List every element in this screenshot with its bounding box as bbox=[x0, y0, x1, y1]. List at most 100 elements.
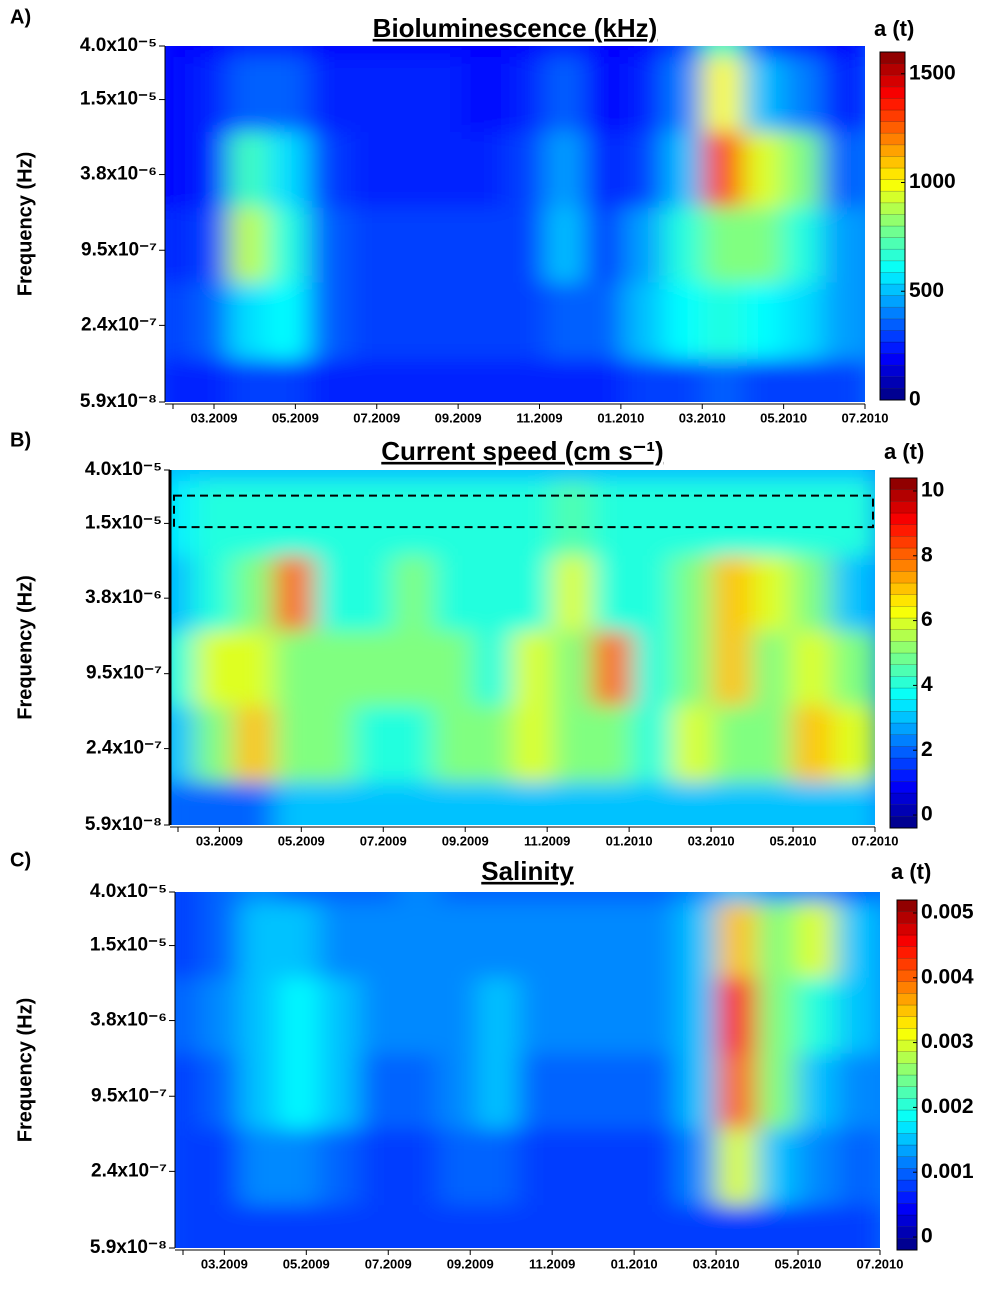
heatmap bbox=[165, 46, 865, 402]
colorbar-tick-label: 0 bbox=[909, 388, 921, 411]
heatmap-cell bbox=[821, 131, 865, 218]
heatmap-cell bbox=[831, 705, 875, 792]
colorbar-step bbox=[896, 1203, 918, 1216]
colorbar-step bbox=[889, 559, 918, 572]
x-tick-label: 07.2009 bbox=[353, 410, 400, 425]
y-tick-label: 2.4x10⁻⁷ bbox=[81, 314, 157, 335]
x-tick-label: 09.2009 bbox=[435, 410, 482, 425]
x-tick-label: 07.2009 bbox=[365, 1256, 412, 1271]
colorbar-step bbox=[879, 109, 906, 122]
panel: 4.0x10⁻⁵ 1.5x10⁻⁵ 3.8x10⁻⁶ 9.5x10⁻⁷ 2.4x10⁻⁷… bbox=[10, 429, 944, 848]
x-tick-label: 09.2009 bbox=[442, 833, 489, 848]
x-tick-label: 05.2009 bbox=[278, 833, 325, 848]
colorbar-step bbox=[896, 1086, 918, 1099]
chart-title: Current speed (cm s⁻¹) bbox=[381, 436, 663, 466]
colorbar-tick-label: 0 bbox=[921, 1225, 933, 1248]
y-tick-label: 5.9x10⁻⁸ bbox=[80, 391, 157, 412]
colorbar-step bbox=[896, 1191, 918, 1204]
colorbar-step bbox=[889, 641, 918, 654]
heatmap-cells bbox=[165, 46, 865, 402]
colorbar-step bbox=[889, 477, 918, 490]
colorbar-step bbox=[896, 1133, 918, 1146]
colorbar-step bbox=[896, 1121, 918, 1134]
colorbar-step bbox=[889, 547, 918, 560]
x-tick-label: 03.2009 bbox=[201, 1256, 248, 1271]
colorbar-frame bbox=[889, 477, 918, 829]
heatmap-cells bbox=[170, 470, 875, 825]
colorbar-tick-label: 0 bbox=[921, 803, 933, 826]
panel-label: C) bbox=[10, 849, 31, 871]
heatmap-cell bbox=[831, 555, 875, 641]
colorbar-step bbox=[896, 958, 918, 971]
colorbar-step bbox=[896, 946, 918, 959]
heatmap-cell bbox=[465, 282, 514, 369]
colorbar-step bbox=[879, 272, 906, 285]
colorbar-step bbox=[879, 341, 906, 354]
colorbar-step bbox=[896, 1109, 918, 1122]
colorbar-step bbox=[896, 899, 918, 912]
y-tick-label: 3.8x10⁻⁶ bbox=[80, 164, 157, 185]
y-tick-label: 1.5x10⁻⁵ bbox=[85, 512, 162, 533]
colorbar-step bbox=[889, 571, 918, 584]
colorbar-tick-label: 0.003 bbox=[921, 1030, 974, 1053]
colorbar-step bbox=[879, 214, 906, 227]
x-tick-label: 01.2010 bbox=[597, 410, 644, 425]
panel: 4.0x10⁻⁵ 1.5x10⁻⁵ 3.8x10⁻⁶ 9.5x10⁻⁷ 2.4x10⁻⁷… bbox=[10, 849, 974, 1271]
heatmap-cell bbox=[465, 207, 514, 293]
heatmap-cell bbox=[831, 631, 875, 717]
x-tick-label: 07.2010 bbox=[842, 410, 889, 425]
x-tick-label: 03.2009 bbox=[191, 410, 238, 425]
heatmap-cell bbox=[836, 902, 880, 989]
colorbar-step bbox=[896, 1144, 918, 1157]
colorbar-label: a (t) bbox=[891, 859, 931, 884]
colorbar-step bbox=[889, 711, 918, 724]
y-axis-label: Frequency (Hz) bbox=[14, 152, 36, 296]
colorbar-step bbox=[879, 330, 906, 343]
y-tick-label: 5.9x10⁻⁸ bbox=[85, 814, 162, 835]
chart-title: Salinity bbox=[481, 856, 574, 886]
colorbar-step bbox=[889, 524, 918, 537]
x-tick-label: 07.2009 bbox=[360, 833, 407, 848]
heatmap-cell bbox=[831, 782, 875, 825]
y-tick-label: 2.4x10⁻⁷ bbox=[86, 738, 162, 759]
x-tick-label: 11.2009 bbox=[524, 833, 570, 848]
colorbar-step bbox=[889, 512, 918, 525]
colorbar-step bbox=[879, 98, 906, 111]
colorbar-tick-label: 0.002 bbox=[921, 1095, 974, 1118]
x-tick-label: 05.2010 bbox=[770, 833, 817, 848]
colorbar-step bbox=[889, 536, 918, 549]
colorbar-step bbox=[879, 202, 906, 215]
colorbar-step bbox=[889, 792, 918, 805]
heatmap bbox=[170, 470, 875, 825]
colorbar-step bbox=[889, 617, 918, 630]
colorbar-step bbox=[879, 237, 906, 250]
colorbar-step bbox=[879, 353, 906, 366]
colorbar-tick-label: 2 bbox=[921, 738, 933, 761]
x-tick-label: 01.2010 bbox=[606, 833, 653, 848]
x-tick-label: 05.2009 bbox=[283, 1256, 330, 1271]
colorbar-step bbox=[889, 757, 918, 770]
x-tick-label: 05.2009 bbox=[272, 410, 319, 425]
colorbar-step bbox=[879, 306, 906, 320]
heatmap-cells bbox=[175, 892, 880, 1248]
colorbar-step bbox=[889, 582, 918, 595]
colorbar-step bbox=[896, 923, 918, 936]
colorbar-step bbox=[879, 167, 906, 180]
colorbar-step bbox=[879, 295, 906, 308]
chart-title: Bioluminescence (kHz) bbox=[373, 13, 658, 43]
colorbar-step bbox=[896, 1051, 918, 1064]
y-tick-label: 9.5x10⁻⁷ bbox=[91, 1085, 167, 1106]
colorbar-step bbox=[889, 594, 918, 607]
highlight-band bbox=[173, 494, 874, 529]
x-tick-label: 03.2010 bbox=[693, 1256, 740, 1271]
colorbar-label: a (t) bbox=[874, 16, 914, 41]
y-tick-label: 2.4x10⁻⁷ bbox=[91, 1160, 167, 1181]
y-tick-label: 5.9x10⁻⁸ bbox=[90, 1237, 167, 1258]
y-tick-label: 3.8x10⁻⁶ bbox=[85, 587, 162, 608]
colorbar-step bbox=[889, 734, 918, 747]
colorbar-step bbox=[896, 981, 918, 994]
colorbar-step bbox=[896, 1028, 918, 1041]
heatmap-cell bbox=[836, 1205, 880, 1248]
colorbar-step bbox=[879, 388, 906, 401]
